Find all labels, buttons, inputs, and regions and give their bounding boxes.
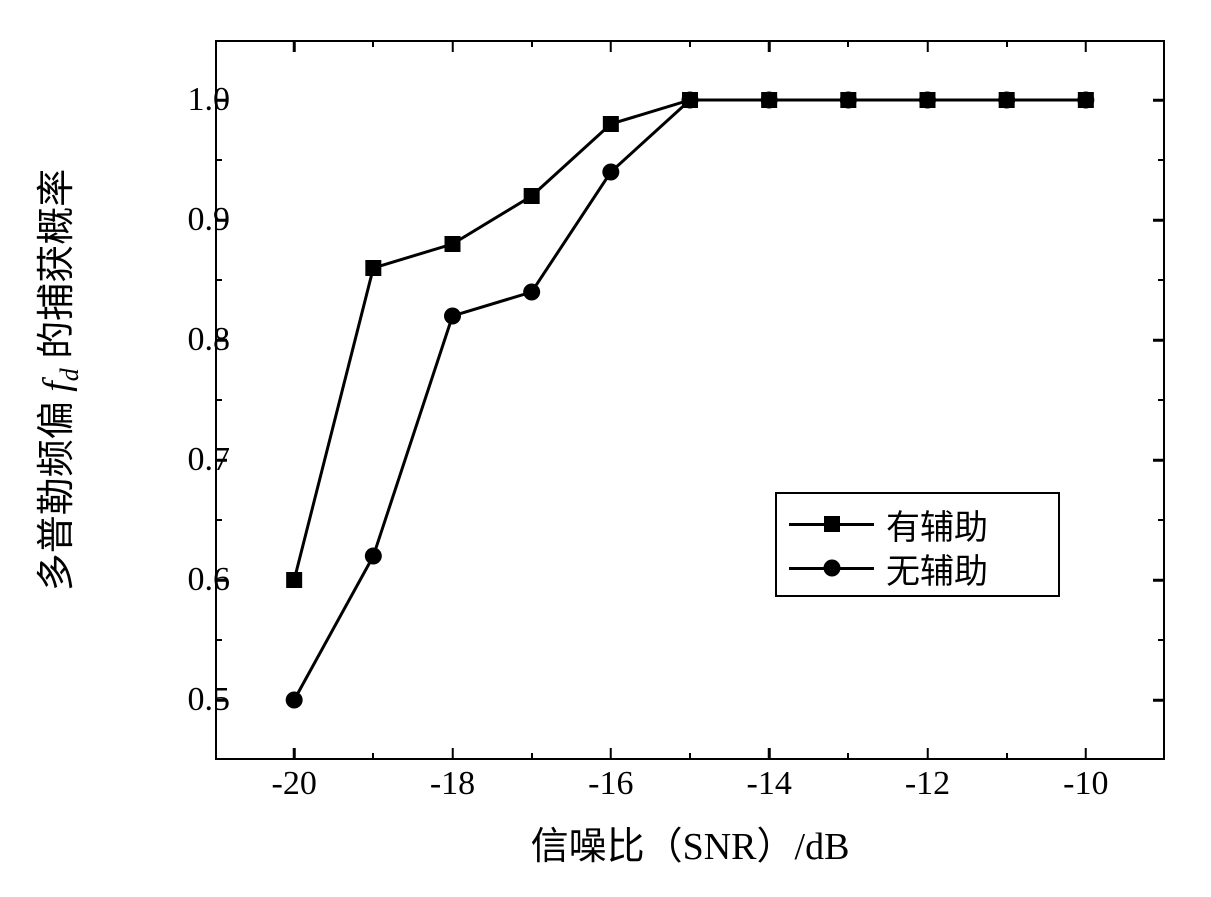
circle-marker-icon	[523, 284, 540, 301]
circle-marker-icon	[761, 92, 778, 109]
legend-row-unassisted: 无辅助	[789, 546, 1046, 590]
x-tick-label: -20	[271, 765, 316, 803]
circle-marker-icon	[919, 92, 936, 109]
y-tick-minor	[215, 399, 222, 401]
y-tick-minor	[1158, 519, 1165, 521]
x-tick-major	[926, 748, 929, 760]
y-tick-label: 0.7	[188, 441, 231, 479]
y-axis-label: 多普勒频偏 fd 的捕获概率	[25, 169, 85, 592]
x-tick-major	[610, 40, 613, 52]
y-tick-minor	[1158, 279, 1165, 281]
series-line	[294, 100, 1086, 700]
x-tick-major	[768, 40, 771, 52]
y-label-var: f	[36, 381, 78, 392]
circle-marker-icon	[286, 692, 303, 709]
x-tick-major	[293, 40, 296, 52]
y-tick-minor	[215, 279, 222, 281]
x-tick-major	[451, 748, 454, 760]
x-axis-label: 信噪比（SNR）/dB	[531, 815, 850, 870]
legend-line-icon	[789, 567, 874, 570]
x-tick-major	[1085, 748, 1088, 760]
legend-row-assisted: 有辅助	[789, 502, 1046, 546]
x-tick-label: -10	[1063, 765, 1108, 803]
x-tick-major	[1085, 40, 1088, 52]
y-label-post: 的捕获概率	[36, 169, 78, 369]
chart-container: 多普勒频偏 fd 的捕获概率 信噪比（SNR）/dB 有辅助 无辅助 0.50.…	[110, 20, 1190, 850]
plot-svg	[215, 40, 1165, 760]
y-tick-major	[1153, 99, 1165, 102]
x-tick-minor	[689, 753, 691, 760]
y-tick-minor	[1158, 639, 1165, 641]
y-tick-minor	[1158, 159, 1165, 161]
x-tick-label: -16	[588, 765, 633, 803]
x-tick-label: -18	[430, 765, 475, 803]
square-marker-icon	[445, 236, 461, 252]
legend-line-icon	[789, 523, 874, 526]
x-label-text: 信噪比（SNR）/dB	[531, 826, 850, 868]
square-marker-icon	[603, 116, 619, 132]
x-tick-minor	[1006, 753, 1008, 760]
legend-text-unassisted: 无辅助	[886, 544, 988, 593]
x-tick-minor	[531, 40, 533, 47]
y-tick-minor	[1158, 399, 1165, 401]
x-tick-minor	[372, 753, 374, 760]
x-tick-major	[293, 748, 296, 760]
x-tick-major	[610, 748, 613, 760]
x-tick-minor	[847, 753, 849, 760]
y-tick-major	[1153, 459, 1165, 462]
square-marker-icon	[824, 516, 840, 532]
y-label-sub: d	[55, 368, 84, 381]
y-tick-label: 0.8	[188, 321, 231, 359]
x-tick-minor	[689, 40, 691, 47]
square-marker-icon	[365, 260, 381, 276]
y-tick-major	[1153, 339, 1165, 342]
y-tick-major	[1153, 699, 1165, 702]
x-tick-minor	[847, 40, 849, 47]
x-tick-minor	[1006, 40, 1008, 47]
circle-marker-icon	[823, 560, 840, 577]
x-tick-major	[768, 748, 771, 760]
y-tick-label: 1.0	[188, 81, 231, 119]
x-tick-minor	[372, 40, 374, 47]
y-tick-minor	[215, 159, 222, 161]
y-tick-label: 0.6	[188, 561, 231, 599]
square-marker-icon	[524, 188, 540, 204]
x-tick-major	[451, 40, 454, 52]
circle-marker-icon	[602, 164, 619, 181]
legend-text-assisted: 有辅助	[886, 500, 988, 549]
x-tick-minor	[531, 753, 533, 760]
x-tick-major	[926, 40, 929, 52]
y-tick-major	[1153, 579, 1165, 582]
y-tick-label: 0.5	[188, 681, 231, 719]
square-marker-icon	[286, 572, 302, 588]
circle-marker-icon	[1077, 92, 1094, 109]
circle-marker-icon	[444, 308, 461, 325]
circle-marker-icon	[840, 92, 857, 109]
x-tick-label: -12	[905, 765, 950, 803]
y-tick-minor	[215, 519, 222, 521]
y-tick-label: 0.9	[188, 201, 231, 239]
y-tick-minor	[215, 639, 222, 641]
circle-marker-icon	[998, 92, 1015, 109]
y-tick-major	[1153, 219, 1165, 222]
x-tick-label: -14	[746, 765, 791, 803]
circle-marker-icon	[365, 548, 382, 565]
y-label-pre: 多普勒频偏	[36, 392, 78, 592]
circle-marker-icon	[682, 92, 699, 109]
legend-box: 有辅助 无辅助	[775, 492, 1060, 597]
